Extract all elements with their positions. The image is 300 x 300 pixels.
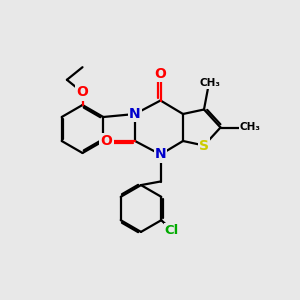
Text: N: N: [129, 107, 141, 121]
Text: Cl: Cl: [165, 224, 179, 237]
Text: O: O: [100, 134, 112, 148]
Text: S: S: [199, 139, 209, 152]
Text: CH₃: CH₃: [239, 122, 260, 133]
Text: N: N: [155, 148, 166, 161]
Text: CH₃: CH₃: [200, 78, 220, 88]
Text: O: O: [76, 85, 88, 99]
Text: O: O: [154, 67, 166, 80]
